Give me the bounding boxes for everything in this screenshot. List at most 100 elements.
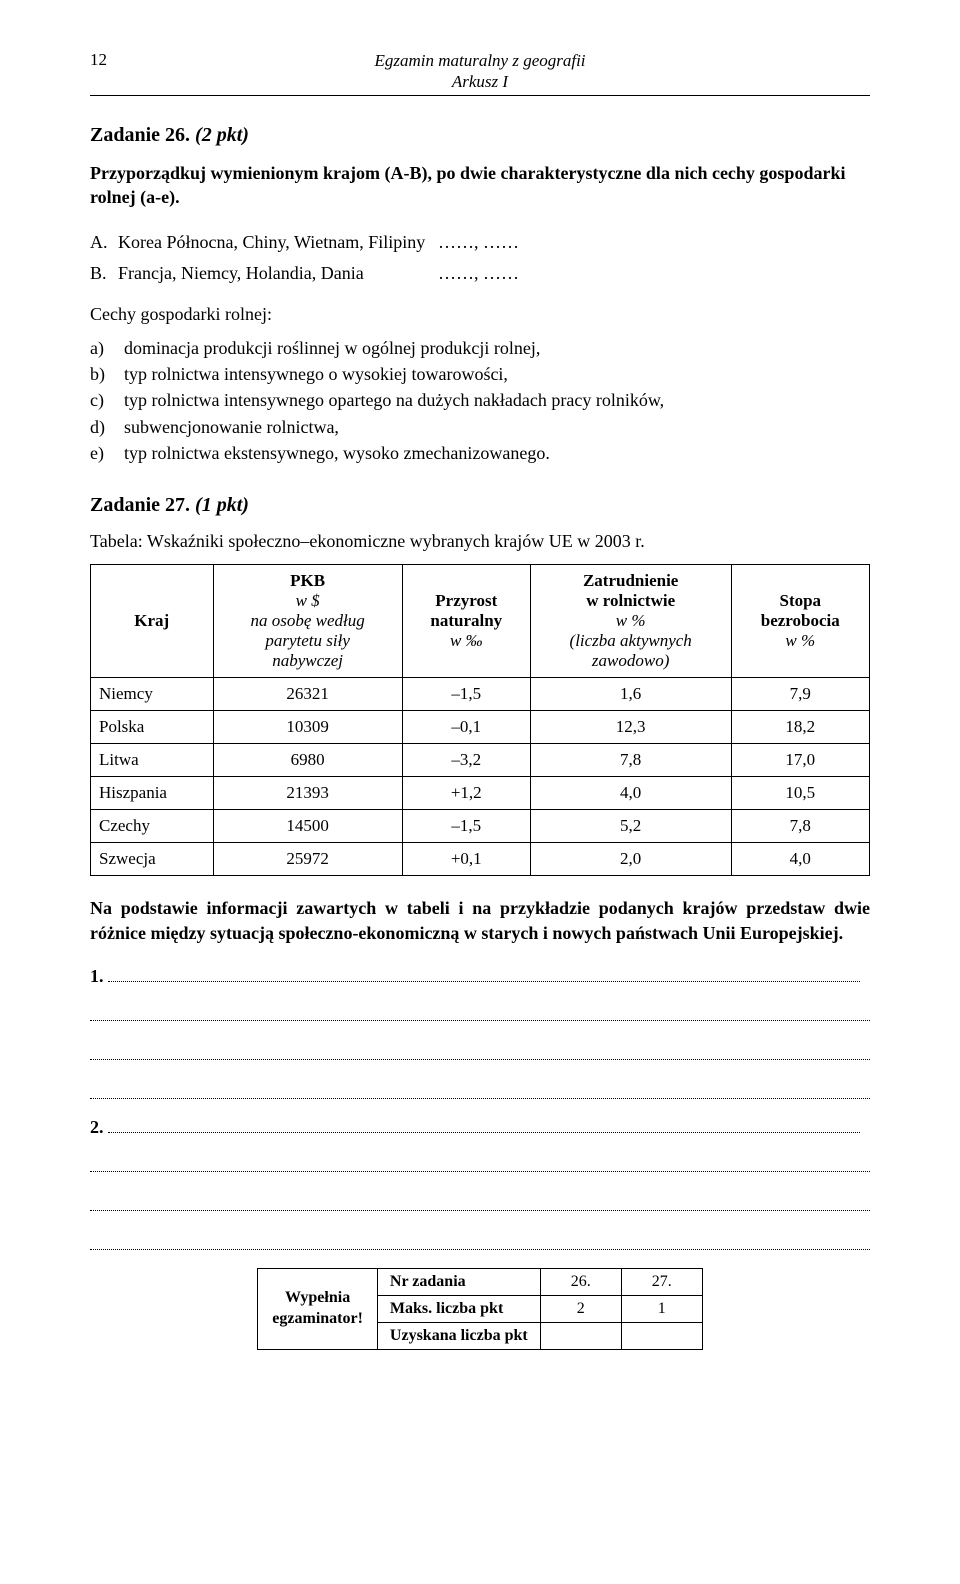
cell-pkb: 21393 (213, 776, 402, 809)
cell-country: Szwecja (91, 842, 214, 875)
task26-a-text: Korea Północna, Chiny, Wietnam, Filipiny (118, 227, 438, 258)
table-header-row: Kraj PKB w $ na osobę według parytetu si… (91, 564, 870, 677)
table-body: Niemcy 26321 –1,5 1,6 7,9 Polska 10309 –… (91, 677, 870, 875)
cell-bezr: 7,9 (731, 677, 869, 710)
cell-country: Hiszpania (91, 776, 214, 809)
col-kraj: Kraj (91, 564, 214, 677)
answer-line[interactable] (90, 1000, 870, 1021)
cell-bezr: 10,5 (731, 776, 869, 809)
scorebox-left-line2: egzaminator! (272, 1310, 363, 1327)
cell-zatr: 1,6 (530, 677, 731, 710)
scorebox-row3-label: Uzyskana liczba pkt (377, 1323, 540, 1350)
table-row: Szwecja 25972 +0,1 2,0 4,0 (91, 842, 870, 875)
task26-features-heading: Cechy gospodarki rolnej: (90, 304, 870, 325)
task26-a-label: A. (90, 227, 118, 258)
cell-pkb: 6980 (213, 743, 402, 776)
col-pkb-main: PKB (290, 571, 325, 590)
table-row: Polska 10309 –0,1 12,3 18,2 (91, 710, 870, 743)
cell-bezr: 7,8 (731, 809, 869, 842)
task26-b-text: Francja, Niemcy, Holandia, Dania (118, 258, 438, 289)
col-bezr-main: Stopa bezrobocia (761, 591, 840, 630)
task26-heading-pts: (2 pkt) (195, 124, 249, 146)
answer-line[interactable] (90, 1078, 870, 1099)
item-marker: c) (90, 387, 124, 413)
col-pkb-sub: w $ na osobę według parytetu siły nabywc… (222, 591, 394, 671)
task26-b-blank[interactable]: ……, …… (438, 258, 519, 289)
header-title: Egzamin maturalny z geografii Arkusz I (150, 50, 810, 93)
cell-country: Niemcy (91, 677, 214, 710)
answer-line[interactable] (90, 1229, 870, 1250)
page-header: 12 Egzamin maturalny z geografii Arkusz … (90, 50, 870, 96)
item-marker: d) (90, 414, 124, 440)
scorebox-obtained27[interactable] (621, 1323, 702, 1350)
col-zatr-sub: w % (liczba aktywnych zawodowo) (539, 611, 723, 671)
task27-heading-main: Zadanie 27. (90, 494, 190, 516)
task26-feature-list: a)dominacja produkcji roślinnej w ogólne… (90, 335, 870, 465)
scorebox-task26: 26. (540, 1269, 621, 1296)
answer-line[interactable] (108, 1118, 860, 1133)
cell-zatr: 12,3 (530, 710, 731, 743)
answer-line[interactable] (108, 967, 860, 982)
cell-przyrost: –0,1 (402, 710, 530, 743)
list-item: d)subwencjonowanie rolnictwa, (90, 414, 870, 440)
answer-line[interactable] (90, 1151, 870, 1172)
item-marker: e) (90, 440, 124, 466)
list-item: a)dominacja produkcji roślinnej w ogólne… (90, 335, 870, 361)
cell-country: Litwa (91, 743, 214, 776)
scorebox-wrap: Wypełnia egzaminator! Nr zadania 26. 27.… (90, 1268, 870, 1350)
cell-przyrost: –1,5 (402, 677, 530, 710)
cell-bezr: 18,2 (731, 710, 869, 743)
task27-prompt: Na podstawie informacji zawartych w tabe… (90, 896, 870, 946)
task26-option-a: A. Korea Północna, Chiny, Wietnam, Filip… (90, 227, 870, 258)
item-text: subwencjonowanie rolnictwa, (124, 414, 339, 440)
scorebox-obtained26[interactable] (540, 1323, 621, 1350)
task26-heading-main: Zadanie 26. (90, 124, 190, 146)
table-row: Czechy 14500 –1,5 5,2 7,8 (91, 809, 870, 842)
header-line1: Egzamin maturalny z geografii (374, 51, 585, 70)
cell-pkb: 26321 (213, 677, 402, 710)
task26-b-label: B. (90, 258, 118, 289)
task26-heading: Zadanie 26. (2 pkt) (90, 124, 870, 147)
task26-instruction: Przyporządkuj wymienionym krajom (A-B), … (90, 161, 870, 210)
cell-zatr: 2,0 (530, 842, 731, 875)
answer-line[interactable] (90, 1039, 870, 1060)
item-marker: b) (90, 361, 124, 387)
page: 12 Egzamin maturalny z geografii Arkusz … (0, 0, 960, 1584)
cell-przyrost: +0,1 (402, 842, 530, 875)
col-przyrost-sub: w ‰ (411, 631, 522, 651)
col-kraj-text: Kraj (134, 611, 169, 630)
cell-przyrost: –3,2 (402, 743, 530, 776)
task27-heading-pts: (1 pkt) (195, 494, 249, 516)
scorebox-left-line1: Wypełnia (285, 1289, 350, 1306)
col-zatr-main: Zatrudnienie w rolnictwie (583, 571, 678, 610)
answer-line[interactable] (90, 1190, 870, 1211)
list-item: c)typ rolnictwa intensywnego opartego na… (90, 387, 870, 413)
task27-answer2[interactable]: 2. (90, 1117, 870, 1138)
task27-answer1[interactable]: 1. (90, 966, 870, 987)
cell-country: Czechy (91, 809, 214, 842)
item-text: typ rolnictwa intensywnego o wysokiej to… (124, 361, 508, 387)
scorebox-row: Wypełnia egzaminator! Nr zadania 26. 27. (258, 1269, 702, 1296)
task27-table: Kraj PKB w $ na osobę według parytetu si… (90, 564, 870, 876)
cell-bezr: 17,0 (731, 743, 869, 776)
item-text: typ rolnictwa ekstensywnego, wysoko zmec… (124, 440, 550, 466)
task26-options: A. Korea Północna, Chiny, Wietnam, Filip… (90, 227, 870, 288)
col-bezr: Stopa bezrobocia w % (731, 564, 869, 677)
col-bezr-sub: w % (740, 631, 861, 651)
cell-przyrost: –1,5 (402, 809, 530, 842)
list-item: e)typ rolnictwa ekstensywnego, wysoko zm… (90, 440, 870, 466)
header-line2: Arkusz I (452, 72, 508, 91)
answer1-label: 1. (90, 966, 104, 986)
cell-zatr: 5,2 (530, 809, 731, 842)
cell-pkb: 25972 (213, 842, 402, 875)
scorebox-row1-label: Nr zadania (377, 1269, 540, 1296)
list-item: b)typ rolnictwa intensywnego o wysokiej … (90, 361, 870, 387)
table-row: Hiszpania 21393 +1,2 4,0 10,5 (91, 776, 870, 809)
cell-zatr: 7,8 (530, 743, 731, 776)
cell-country: Polska (91, 710, 214, 743)
scorebox-left-label: Wypełnia egzaminator! (258, 1269, 378, 1350)
scorebox-task27: 27. (621, 1269, 702, 1296)
page-number: 12 (90, 50, 150, 70)
task26-a-blank[interactable]: ……, …… (438, 227, 519, 258)
scorebox: Wypełnia egzaminator! Nr zadania 26. 27.… (257, 1268, 702, 1350)
